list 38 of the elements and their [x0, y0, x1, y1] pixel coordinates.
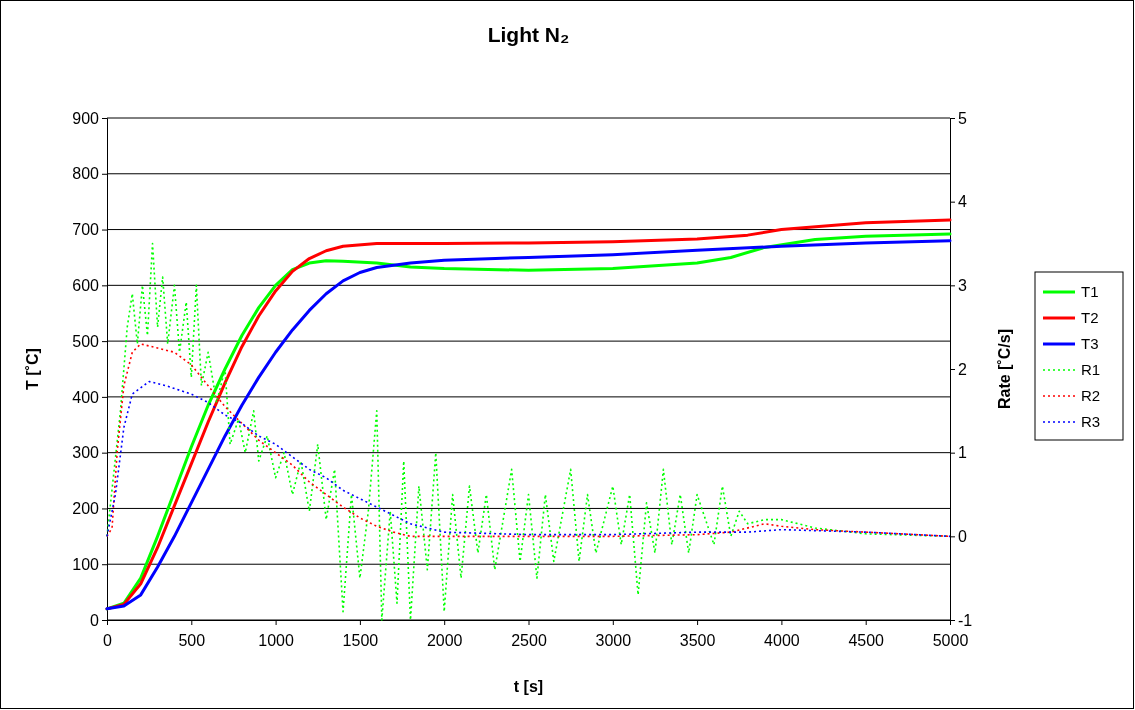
y2-tick-label: 2 [958, 360, 967, 378]
y2-tick-label: -1 [958, 611, 973, 629]
x-tick-label: 0 [103, 631, 113, 649]
y-tick-label: 500 [72, 332, 100, 350]
chart-title: Light N₂ [487, 23, 570, 46]
y2-tick-label: 4 [958, 193, 967, 211]
y2-axis-title: Rate [˚C/s] [996, 328, 1013, 410]
x-tick-label: 2000 [426, 631, 463, 649]
legend-label: T2 [1081, 309, 1099, 326]
legend-label: T1 [1081, 283, 1099, 300]
legend-label: R1 [1081, 361, 1101, 378]
y2-tick-label: 3 [958, 276, 967, 294]
y2-tick-label: 1 [958, 444, 967, 462]
x-tick-label: 4500 [848, 631, 885, 649]
x-tick-label: 3500 [679, 631, 716, 649]
x-axis-title: t [s] [513, 678, 544, 695]
y-tick-label: 200 [72, 500, 100, 518]
y-tick-label: 700 [72, 221, 100, 239]
legend-label: T3 [1081, 335, 1099, 352]
x-tick-label: 5000 [932, 631, 969, 649]
y-axis-title: T [˚C] [24, 348, 41, 390]
y-tick-label: 100 [72, 555, 100, 573]
x-tick-label: 3000 [595, 631, 632, 649]
y-tick-label: 300 [72, 444, 100, 462]
x-tick-label: 2500 [511, 631, 547, 649]
y-tick-label: 900 [72, 109, 100, 127]
y-tick-label: 600 [72, 276, 100, 294]
y-tick-label: 400 [72, 388, 100, 406]
x-tick-label: 500 [178, 631, 206, 649]
legend-label: R2 [1081, 387, 1101, 404]
x-tick-label: 1500 [342, 631, 379, 649]
x-tick-label: 1000 [258, 631, 294, 649]
y-tick-label: 0 [90, 611, 100, 629]
y-tick-label: 800 [72, 165, 100, 183]
y2-tick-label: 0 [958, 527, 967, 545]
legend-label: R3 [1081, 413, 1101, 430]
y2-tick-label: 5 [958, 109, 967, 127]
x-tick-label: 4000 [764, 631, 800, 649]
